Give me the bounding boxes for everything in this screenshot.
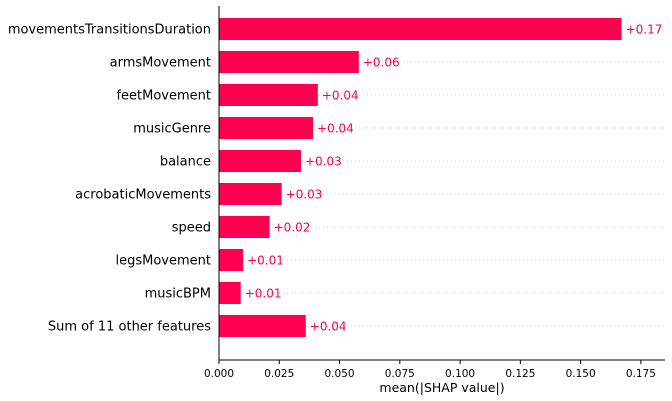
- axis-layer: 0.000 0.025 0.050 0.075 0.100 0.125 0.150 0.175: [204, 6, 665, 380]
- feature-label: musicBPM: [145, 287, 211, 302]
- x-tick-label: 0.025: [264, 368, 294, 380]
- bar-3: [219, 117, 314, 139]
- feature-label: movementsTransitionsDuration: [8, 23, 211, 38]
- bar-7: [219, 249, 244, 271]
- x-tick-label: 0.075: [385, 368, 415, 380]
- feature-label-layer: movementsTransitionsDuration armsMovement…: [8, 23, 211, 335]
- value-label: +0.04: [317, 122, 354, 136]
- bar-4: [219, 150, 301, 172]
- value-label: +0.03: [286, 188, 323, 202]
- value-label: +0.01: [247, 254, 284, 268]
- bar-layer: [219, 18, 622, 337]
- x-tick-label: 0.000: [204, 368, 234, 380]
- x-axis-title: mean(|SHAP value|): [379, 380, 504, 395]
- x-tick-label: 0.150: [566, 368, 596, 380]
- bar-1: [219, 51, 359, 73]
- bar-9: [219, 315, 306, 337]
- value-label: +0.06: [363, 56, 400, 70]
- x-tick-label: 0.175: [626, 368, 656, 380]
- value-label: +0.03: [305, 155, 342, 169]
- value-label-layer: +0.17 +0.06 +0.04 +0.04 +0.03 +0.03 +0.02 +0.01…: [245, 23, 663, 334]
- feature-label: acrobaticMovements: [75, 188, 211, 203]
- feature-label: feetMovement: [116, 89, 211, 104]
- bar-6: [219, 216, 270, 238]
- x-tick-label: 0.050: [325, 368, 355, 380]
- x-tick-label: 0.125: [505, 368, 535, 380]
- bar-8: [219, 282, 241, 304]
- value-label: +0.02: [274, 221, 311, 235]
- bar-0: [219, 18, 622, 40]
- bar-2: [219, 84, 318, 106]
- value-label: +0.04: [322, 89, 359, 103]
- value-label: +0.01: [245, 287, 282, 301]
- x-tick-label: 0.100: [445, 368, 475, 380]
- feature-label: musicGenre: [133, 122, 211, 137]
- feature-label: armsMovement: [110, 56, 211, 71]
- feature-label: Sum of 11 other features: [48, 320, 211, 335]
- grid-layer: [219, 28, 665, 327]
- value-label: +0.17: [626, 23, 663, 37]
- bar-5: [219, 183, 282, 205]
- feature-label: speed: [172, 221, 211, 236]
- value-label: +0.04: [310, 320, 347, 334]
- feature-label: legsMovement: [116, 254, 212, 269]
- feature-label: balance: [160, 155, 211, 170]
